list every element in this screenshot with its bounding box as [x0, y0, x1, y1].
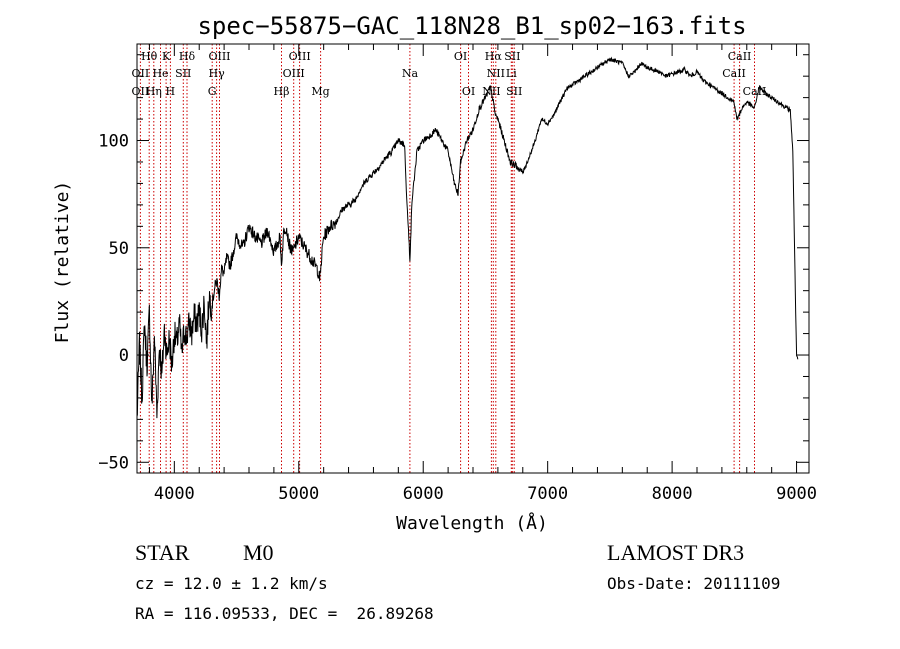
- x-tick-label: 7000: [527, 484, 568, 504]
- line-label: SII: [506, 85, 522, 98]
- line-label: OI: [454, 50, 467, 63]
- y-tick-label: 100: [98, 132, 129, 152]
- line-label: Hα: [485, 50, 503, 63]
- line-label: K: [162, 50, 171, 63]
- line-label: OI: [462, 85, 475, 98]
- line-label: H: [166, 85, 176, 98]
- y-axis-label: Flux (relative): [52, 181, 73, 344]
- line-label: Na: [402, 67, 419, 80]
- line-label: Hδ: [179, 50, 196, 63]
- line-label: Hγ: [209, 67, 226, 80]
- line-label: CaII: [722, 67, 746, 80]
- line-label: Hθ: [141, 50, 158, 63]
- plot-axes: [136, 43, 810, 474]
- y-tick-label: 50: [109, 239, 129, 259]
- spectrum-series: [136, 56, 799, 419]
- line-label: OII: [132, 67, 150, 80]
- line-label: CaII: [728, 50, 752, 63]
- y-tick-label: 0: [119, 346, 129, 366]
- plot-frame: [136, 43, 810, 474]
- x-tick-label: 5000: [278, 484, 319, 504]
- emission-line-markers: [139, 44, 755, 473]
- line-label: G: [208, 85, 217, 98]
- line-label: OII: [132, 85, 150, 98]
- ra-dec: RA = 116.09533, DEC = 26.89268: [135, 604, 434, 623]
- survey-name: LAMOST DR3: [607, 540, 745, 565]
- x-tick-label: 4000: [154, 484, 195, 504]
- line-label: He: [152, 67, 168, 80]
- line-label: Hβ: [274, 85, 290, 98]
- axis-ticks: 4000 5000 6000 7000 8000 9000 −50 0 50 100: [98, 44, 817, 504]
- x-tick-label: 9000: [776, 484, 817, 504]
- redshift-cz: cz = 12.0 ± 1.2 km/s: [135, 574, 328, 593]
- object-class: STAR: [135, 540, 190, 565]
- line-label: NII: [487, 67, 505, 80]
- line-label: Li: [506, 67, 517, 80]
- x-axis-label: Wavelength (Å): [396, 512, 548, 534]
- line-label: OIII: [208, 50, 230, 63]
- chart-title: spec−55875−GAC_118N28_B1_sp02−163.fits: [197, 12, 746, 40]
- line-label: SII: [504, 50, 520, 63]
- line-label: OIII: [283, 67, 305, 80]
- spectrum-chart: spec−55875−GAC_118N28_B1_sp02−163.fits H…: [52, 12, 817, 534]
- y-tick-label: −50: [98, 453, 129, 473]
- line-label: Hη: [146, 85, 162, 98]
- observation-date: Obs-Date: 20111109: [607, 574, 781, 593]
- line-label: Mg: [311, 85, 329, 98]
- x-tick-label: 8000: [652, 484, 693, 504]
- x-tick-label: 6000: [403, 484, 444, 504]
- object-subclass: M0: [243, 540, 274, 565]
- line-label: OIII: [289, 50, 311, 63]
- spectrum-line: [136, 56, 799, 419]
- line-label: SII: [175, 67, 191, 80]
